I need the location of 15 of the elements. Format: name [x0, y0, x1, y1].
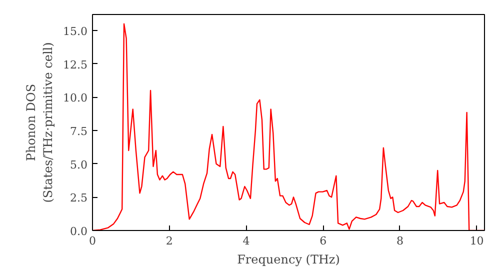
- y-tick-label: 5.0: [70, 158, 88, 172]
- y-tick-label: 10.0: [63, 92, 88, 105]
- y-tick-label: 2.5: [70, 192, 88, 205]
- y-tick-label: 0.0: [70, 225, 88, 238]
- y-tick-label: 7.5: [70, 125, 88, 138]
- x-tick-label: 2: [166, 234, 173, 248]
- x-tick-label: 0: [89, 234, 96, 248]
- x-tick-label: 10: [470, 234, 484, 248]
- y-tick-label: 12.5: [63, 58, 88, 72]
- x-axis-title: Frequency (THz): [237, 252, 340, 266]
- x-tick-label: 4: [242, 234, 250, 248]
- x-tick-label: 6: [320, 234, 327, 248]
- y-axis-title: Phonon DOS (States/THz·primitive cell): [24, 42, 56, 203]
- y-tick-label: 15.0: [63, 25, 88, 38]
- x-tick-label: 8: [396, 234, 404, 248]
